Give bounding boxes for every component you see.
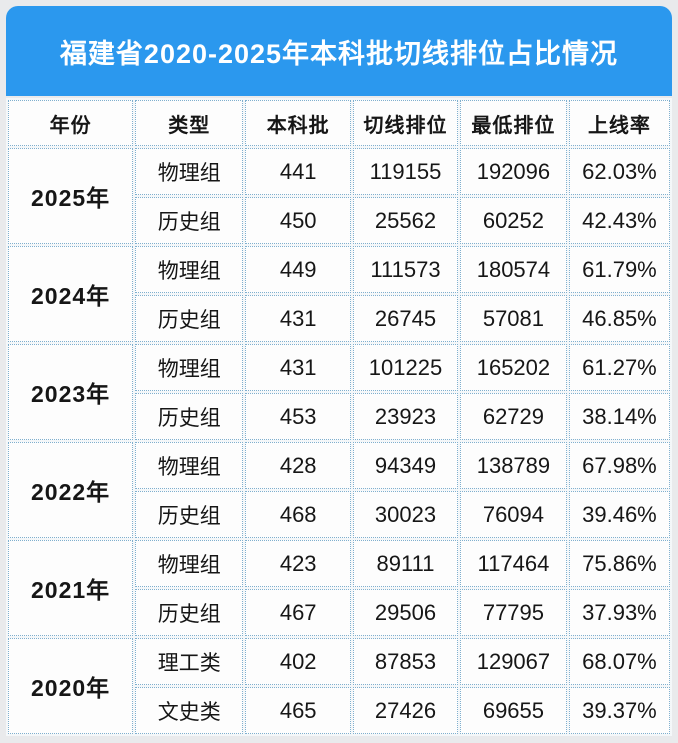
online-rate-cell: 62.03% <box>568 148 670 195</box>
online-rate-cell: 75.86% <box>568 540 670 587</box>
benkepi-cell: 467 <box>245 589 351 636</box>
type-cell: 历史组 <box>135 393 244 440</box>
benkepi-cell: 453 <box>245 393 351 440</box>
qiexian-rank-cell: 29506 <box>353 589 458 636</box>
lowest-rank-cell: 57081 <box>459 295 567 342</box>
header-cell-qiexian-rank: 切线排位 <box>353 100 458 146</box>
benkepi-cell: 468 <box>245 491 351 538</box>
qiexian-rank-cell: 89111 <box>353 540 458 587</box>
table-row-2020-science: 2020年 理工类 402 87853 129067 68.07% <box>8 638 670 734</box>
type-cell: 文史类 <box>135 687 244 734</box>
benkepi-cell: 431 <box>245 344 351 391</box>
benkepi-cell: 402 <box>245 638 351 685</box>
benkepi-cell: 423 <box>245 540 351 587</box>
lowest-rank-cell: 117464 <box>459 540 567 587</box>
type-cell: 物理组 <box>135 246 244 293</box>
benkepi-cell: 431 <box>245 295 351 342</box>
table-row-2025-physics: 2025年 物理组 441 119155 192096 62.03% <box>8 148 670 244</box>
online-rate-cell: 67.98% <box>568 442 670 489</box>
year-cell-2025: 2025年 <box>8 148 134 244</box>
type-cell: 物理组 <box>135 148 244 195</box>
table-row-2021-physics: 2021年 物理组 423 89111 117464 75.86% <box>8 540 670 636</box>
online-rate-cell: 39.37% <box>568 687 670 734</box>
lowest-rank-cell: 69655 <box>459 687 567 734</box>
table-row-2022-history: 历史组 468 30023 76094 39.46% <box>8 491 670 538</box>
type-cell: 物理组 <box>135 540 244 587</box>
page-title: 福建省2020-2025年本科批切线排位占比情况 <box>59 38 619 69</box>
type-cell: 历史组 <box>135 197 244 244</box>
benkepi-cell: 441 <box>245 148 351 195</box>
table-card: 福建省2020-2025年本科批切线排位占比情况 年份 类型 本科批 切线排位 … <box>6 6 672 736</box>
online-rate-cell: 39.46% <box>568 491 670 538</box>
type-cell: 理工类 <box>135 638 244 685</box>
online-rate-cell: 42.43% <box>568 197 670 244</box>
table-row-2024-physics: 2024年 物理组 449 111573 180574 61.79% <box>8 246 670 342</box>
online-rate-cell: 61.79% <box>568 246 670 293</box>
table-row-2023-history: 历史组 453 23923 62729 38.14% <box>8 393 670 440</box>
year-cell-2022: 2022年 <box>8 442 134 538</box>
lowest-rank-cell: 77795 <box>459 589 567 636</box>
online-rate-cell: 68.07% <box>568 638 670 685</box>
lowest-rank-cell: 60252 <box>459 197 567 244</box>
lowest-rank-cell: 76094 <box>459 491 567 538</box>
header-row: 年份 类型 本科批 切线排位 最低排位 上线率 <box>8 100 670 146</box>
cutoff-ranking-table: 年份 类型 本科批 切线排位 最低排位 上线率 2025年 物理组 441 11… <box>6 98 672 736</box>
lowest-rank-cell: 62729 <box>459 393 567 440</box>
type-cell: 物理组 <box>135 442 244 489</box>
type-cell: 历史组 <box>135 589 244 636</box>
qiexian-rank-cell: 101225 <box>353 344 458 391</box>
header-cell-year: 年份 <box>8 100 134 146</box>
benkepi-cell: 450 <box>245 197 351 244</box>
lowest-rank-cell: 180574 <box>459 246 567 293</box>
qiexian-rank-cell: 23923 <box>353 393 458 440</box>
benkepi-cell: 428 <box>245 442 351 489</box>
table-row-2021-history: 历史组 467 29506 77795 37.93% <box>8 589 670 636</box>
table-row-2024-history: 历史组 431 26745 57081 46.85% <box>8 295 670 342</box>
header-cell-online-rate: 上线率 <box>568 100 670 146</box>
header-cell-lowest-rank: 最低排位 <box>459 100 567 146</box>
online-rate-cell: 61.27% <box>568 344 670 391</box>
benkepi-cell: 465 <box>245 687 351 734</box>
table-row-2023-physics: 2023年 物理组 431 101225 165202 61.27% <box>8 344 670 440</box>
type-cell: 历史组 <box>135 295 244 342</box>
year-cell-2023: 2023年 <box>8 344 134 440</box>
type-cell: 历史组 <box>135 491 244 538</box>
online-rate-cell: 38.14% <box>568 393 670 440</box>
qiexian-rank-cell: 25562 <box>353 197 458 244</box>
table-row-2022-physics: 2022年 物理组 428 94349 138789 67.98% <box>8 442 670 538</box>
header-cell-type: 类型 <box>135 100 244 146</box>
lowest-rank-cell: 192096 <box>459 148 567 195</box>
title-bar: 福建省2020-2025年本科批切线排位占比情况 <box>6 6 672 96</box>
qiexian-rank-cell: 111573 <box>353 246 458 293</box>
qiexian-rank-cell: 94349 <box>353 442 458 489</box>
table-row-2020-arts: 文史类 465 27426 69655 39.37% <box>8 687 670 734</box>
lowest-rank-cell: 129067 <box>459 638 567 685</box>
qiexian-rank-cell: 26745 <box>353 295 458 342</box>
online-rate-cell: 37.93% <box>568 589 670 636</box>
qiexian-rank-cell: 30023 <box>353 491 458 538</box>
year-cell-2024: 2024年 <box>8 246 134 342</box>
table-row-2025-history: 历史组 450 25562 60252 42.43% <box>8 197 670 244</box>
header-cell-benkepi: 本科批 <box>245 100 351 146</box>
online-rate-cell: 46.85% <box>568 295 670 342</box>
lowest-rank-cell: 165202 <box>459 344 567 391</box>
qiexian-rank-cell: 119155 <box>353 148 458 195</box>
lowest-rank-cell: 138789 <box>459 442 567 489</box>
year-cell-2021: 2021年 <box>8 540 134 636</box>
year-cell-2020: 2020年 <box>8 638 134 734</box>
type-cell: 物理组 <box>135 344 244 391</box>
qiexian-rank-cell: 87853 <box>353 638 458 685</box>
benkepi-cell: 449 <box>245 246 351 293</box>
qiexian-rank-cell: 27426 <box>353 687 458 734</box>
